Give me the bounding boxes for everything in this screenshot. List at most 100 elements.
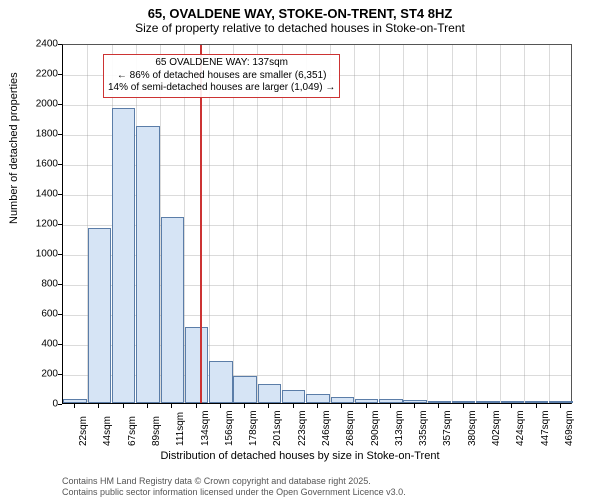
property-marker-line (200, 45, 202, 403)
histogram-chart: 65, OVALDENE WAY, STOKE-ON-TRENT, ST4 8H… (0, 0, 600, 500)
gridline-v (403, 45, 404, 403)
gridline-v (427, 45, 428, 403)
x-tick-label: 178sqm (248, 410, 259, 446)
x-tick-label: 402sqm (491, 410, 502, 446)
histogram-bar (379, 399, 402, 404)
histogram-bar (185, 327, 208, 404)
plot-area: 65 OVALDENE WAY: 137sqm← 86% of detached… (62, 44, 572, 404)
y-tick-label: 2400 (0, 39, 58, 50)
y-tick-label: 800 (0, 279, 58, 290)
x-tick-label: 22sqm (78, 416, 89, 446)
gridline-v (257, 45, 258, 403)
x-tick-label: 134sqm (200, 410, 211, 446)
y-tick-mark (58, 134, 62, 135)
footer-attribution: Contains HM Land Registry data © Crown c… (62, 476, 406, 498)
y-tick-label: 200 (0, 369, 58, 380)
footer-line-1: Contains HM Land Registry data © Crown c… (62, 476, 406, 487)
x-tick-label: 290sqm (370, 410, 381, 446)
x-tick-label: 67sqm (127, 416, 138, 446)
gridline-v (524, 45, 525, 403)
y-tick-label: 400 (0, 339, 58, 350)
x-tick-label: 357sqm (442, 410, 453, 446)
x-tick-mark (98, 404, 99, 408)
gridline-v (306, 45, 307, 403)
y-tick-mark (58, 74, 62, 75)
gridline-v (282, 45, 283, 403)
x-tick-label: 380sqm (467, 410, 478, 446)
histogram-bar (403, 400, 426, 403)
y-tick-mark (58, 224, 62, 225)
histogram-bar (136, 126, 159, 404)
gridline-v (500, 45, 501, 403)
y-tick-label: 2200 (0, 69, 58, 80)
x-tick-mark (244, 404, 245, 408)
y-tick-mark (58, 254, 62, 255)
histogram-bar (476, 401, 499, 403)
y-tick-mark (58, 44, 62, 45)
x-tick-label: 447sqm (540, 410, 551, 446)
x-tick-mark (123, 404, 124, 408)
y-tick-mark (58, 194, 62, 195)
x-tick-label: 469sqm (564, 410, 575, 446)
x-tick-mark (414, 404, 415, 408)
y-tick-mark (58, 314, 62, 315)
x-tick-mark (438, 404, 439, 408)
histogram-bar (209, 361, 232, 403)
y-tick-mark (58, 104, 62, 105)
x-tick-label: 89sqm (151, 416, 162, 446)
x-tick-mark (366, 404, 367, 408)
x-tick-mark (487, 404, 488, 408)
histogram-bar (549, 401, 572, 403)
x-tick-label: 44sqm (102, 416, 113, 446)
gridline-v (354, 45, 355, 403)
histogram-bar (112, 108, 135, 404)
y-tick-mark (58, 404, 62, 405)
x-tick-mark (463, 404, 464, 408)
property-callout: 65 OVALDENE WAY: 137sqm← 86% of detached… (103, 54, 340, 98)
histogram-bar (428, 401, 451, 403)
x-tick-mark (317, 404, 318, 408)
chart-title: 65, OVALDENE WAY, STOKE-ON-TRENT, ST4 8H… (0, 0, 600, 21)
y-tick-mark (58, 164, 62, 165)
x-tick-label: 424sqm (515, 410, 526, 446)
x-tick-label: 268sqm (345, 410, 356, 446)
x-tick-label: 246sqm (321, 410, 332, 446)
gridline-v (379, 45, 380, 403)
histogram-bar (161, 217, 184, 403)
histogram-bar (282, 390, 305, 404)
callout-line: 14% of semi-detached houses are larger (… (108, 82, 335, 95)
x-tick-mark (390, 404, 391, 408)
x-tick-mark (268, 404, 269, 408)
histogram-bar (233, 376, 256, 403)
histogram-bar (306, 394, 329, 403)
chart-subtitle: Size of property relative to detached ho… (0, 21, 600, 39)
x-tick-mark (560, 404, 561, 408)
y-tick-mark (58, 284, 62, 285)
gridline-v (549, 45, 550, 403)
x-tick-mark (536, 404, 537, 408)
y-tick-mark (58, 374, 62, 375)
y-tick-label: 1800 (0, 129, 58, 140)
y-tick-mark (58, 344, 62, 345)
histogram-bar (63, 399, 86, 404)
x-tick-label: 223sqm (297, 410, 308, 446)
x-tick-mark (511, 404, 512, 408)
callout-line: 65 OVALDENE WAY: 137sqm (108, 57, 335, 70)
histogram-bar (331, 397, 354, 403)
x-tick-label: 201sqm (272, 410, 283, 446)
y-tick-label: 1200 (0, 219, 58, 230)
y-axis-label: Number of detached properties (8, 72, 20, 224)
x-axis-label: Distribution of detached houses by size … (0, 450, 600, 462)
x-tick-label: 313sqm (394, 410, 405, 446)
x-tick-mark (341, 404, 342, 408)
callout-line: ← 86% of detached houses are smaller (6,… (108, 70, 335, 83)
x-tick-mark (293, 404, 294, 408)
x-tick-label: 111sqm (175, 412, 186, 446)
gridline-h (63, 105, 571, 106)
histogram-bar (355, 399, 378, 404)
y-tick-label: 1400 (0, 189, 58, 200)
gridline-v (209, 45, 210, 403)
gridline-v (476, 45, 477, 403)
histogram-bar (501, 401, 524, 403)
y-tick-label: 2000 (0, 99, 58, 110)
